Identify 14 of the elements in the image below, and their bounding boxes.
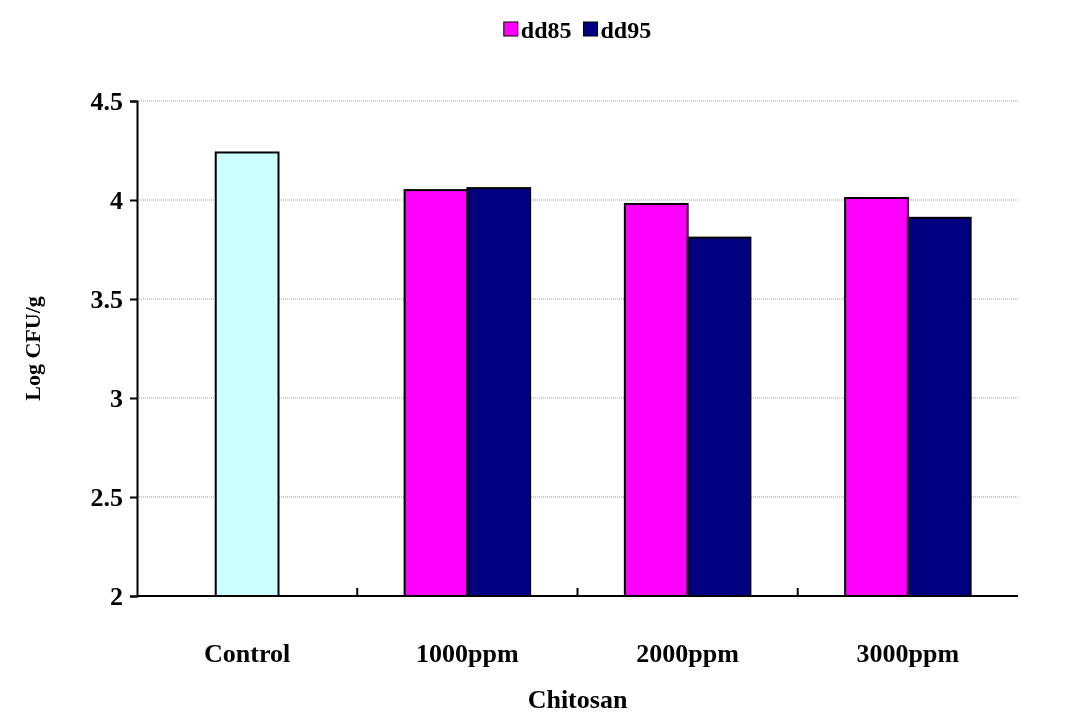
y-tick-label: 3 xyxy=(110,383,123,413)
y-tick-label: 4.5 xyxy=(90,86,123,116)
x-tick-label: 2000ppm xyxy=(636,639,740,668)
x-tick-label: 3000ppm xyxy=(856,639,960,668)
x-tick-label: 1000ppm xyxy=(416,639,520,668)
legend-label: dd85 xyxy=(520,17,572,43)
y-tick-label: 2.5 xyxy=(90,482,123,512)
x-tick-label: Control xyxy=(204,639,291,668)
y-axis-title: Log CFU/g xyxy=(20,296,45,401)
legend-label: dd95 xyxy=(600,17,652,43)
y-tick-label: 3.5 xyxy=(90,284,123,314)
y-tick-label: 4 xyxy=(110,185,123,215)
x-axis-title: Chitosan xyxy=(527,685,628,714)
y-tick-label: 2 xyxy=(110,581,123,611)
